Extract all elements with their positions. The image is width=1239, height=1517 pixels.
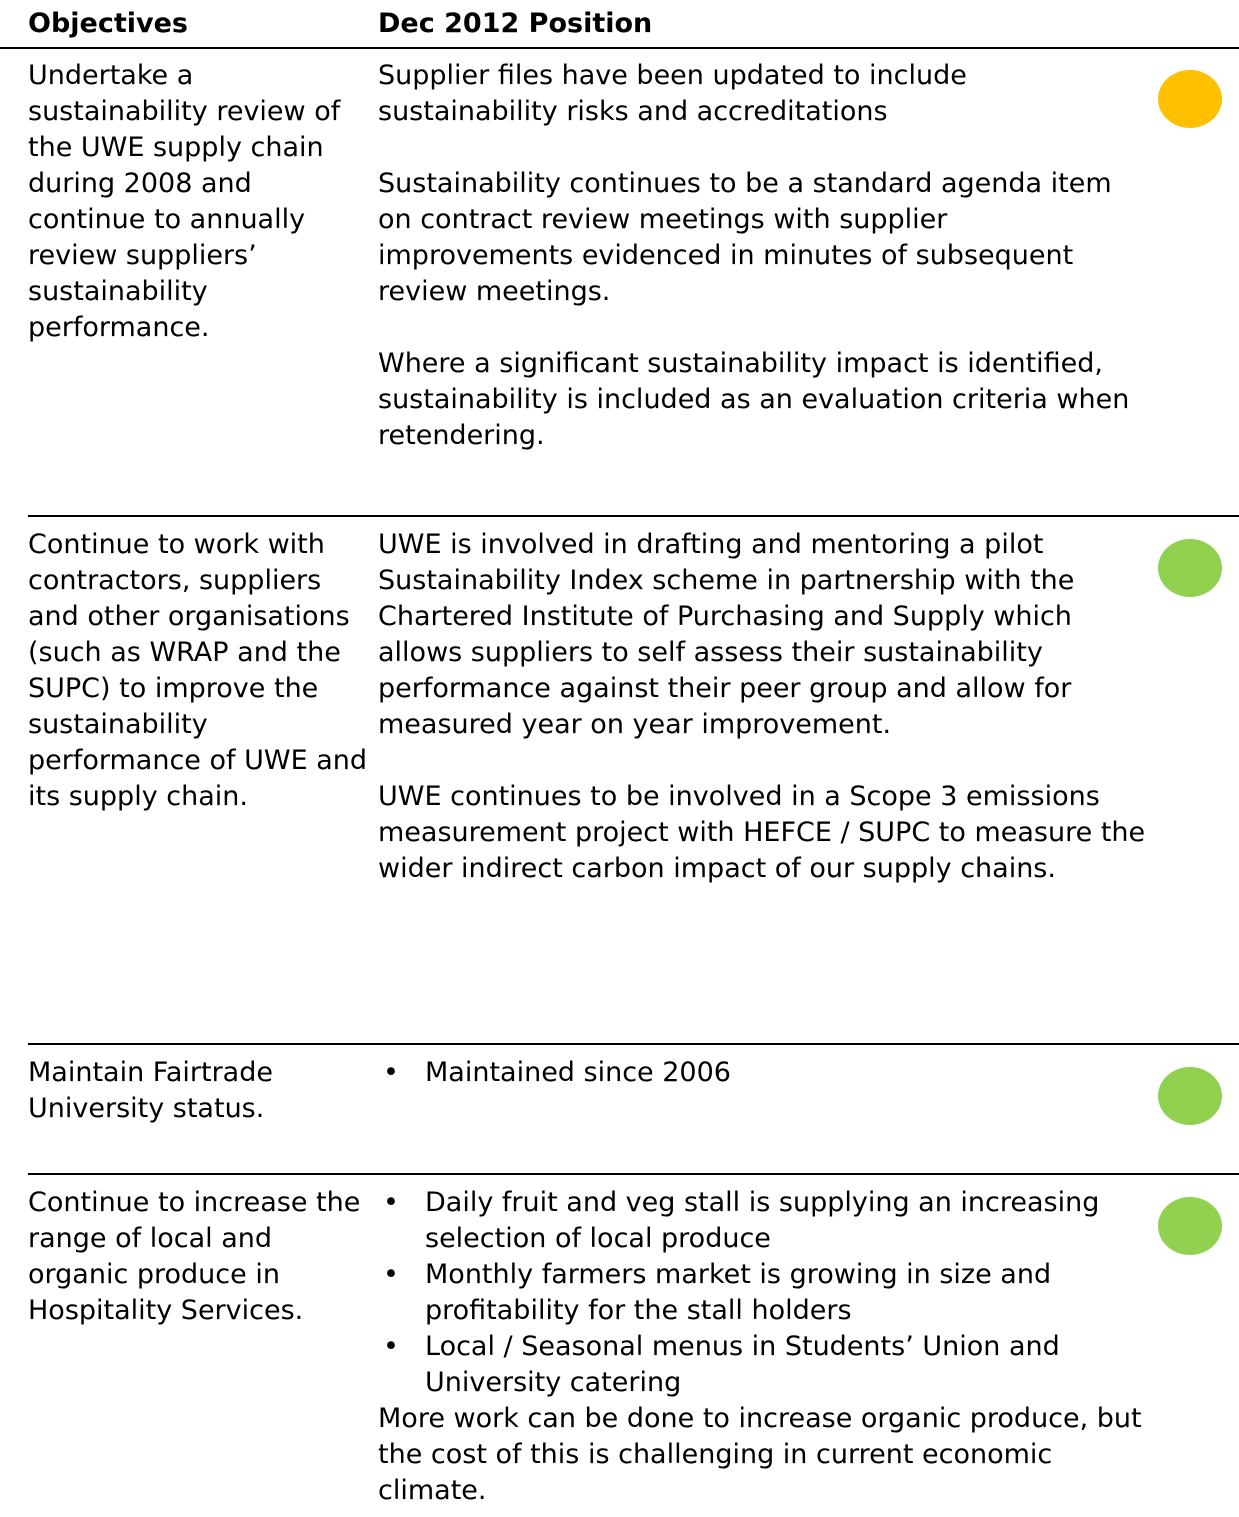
objective: Maintain Fairtrade University status. (28, 1057, 273, 1124)
row-rule (28, 515, 1239, 517)
paragraph: UWE continues to be involved in a Scope … (378, 781, 1154, 884)
bullet-item: Daily fruit and veg stall is supplying a… (378, 1185, 1148, 1257)
paragraph: UWE is involved in drafting and mentorin… (378, 529, 1084, 740)
paragraph: More work can be done to increase organi… (378, 1403, 1151, 1506)
bullet-item: Local / Seasonal menus in Students’ Unio… (378, 1329, 1148, 1401)
bullet-list: Maintained since 2006 (378, 1055, 1148, 1091)
bullet-list: Daily fruit and veg stall is supplying a… (378, 1185, 1148, 1401)
position: Daily fruit and veg stall is supplying a… (378, 1185, 1148, 1509)
status-indicator (1158, 70, 1222, 128)
header-position: Dec 2012 Position (378, 8, 653, 39)
position: Supplier files have been updated to incl… (378, 58, 1148, 490)
status-indicator (1158, 1067, 1222, 1125)
position: Maintained since 2006 (378, 1055, 1148, 1091)
objective: Continue to increase the range of local … (28, 1187, 361, 1326)
bullet-item: Maintained since 2006 (378, 1055, 1148, 1091)
status-indicator (1158, 1197, 1222, 1255)
bullet-item: Monthly farmers market is growing in siz… (378, 1257, 1148, 1329)
header-objectives: Objectives (28, 8, 188, 39)
paragraph: Sustainability continues to be a standar… (378, 168, 1121, 307)
objective: Undertake a sustainability review of the… (28, 60, 341, 343)
status-indicator (1158, 539, 1222, 597)
row-rule (28, 1043, 1239, 1045)
paragraph: Where a significant sustainability impac… (378, 348, 1138, 451)
row-rule (28, 1173, 1239, 1175)
objective: Continue to work with contractors, suppl… (28, 529, 368, 812)
position: UWE is involved in drafting and mentorin… (378, 527, 1148, 923)
paragraph: Supplier files have been updated to incl… (378, 60, 976, 127)
header-rule (0, 47, 1239, 49)
